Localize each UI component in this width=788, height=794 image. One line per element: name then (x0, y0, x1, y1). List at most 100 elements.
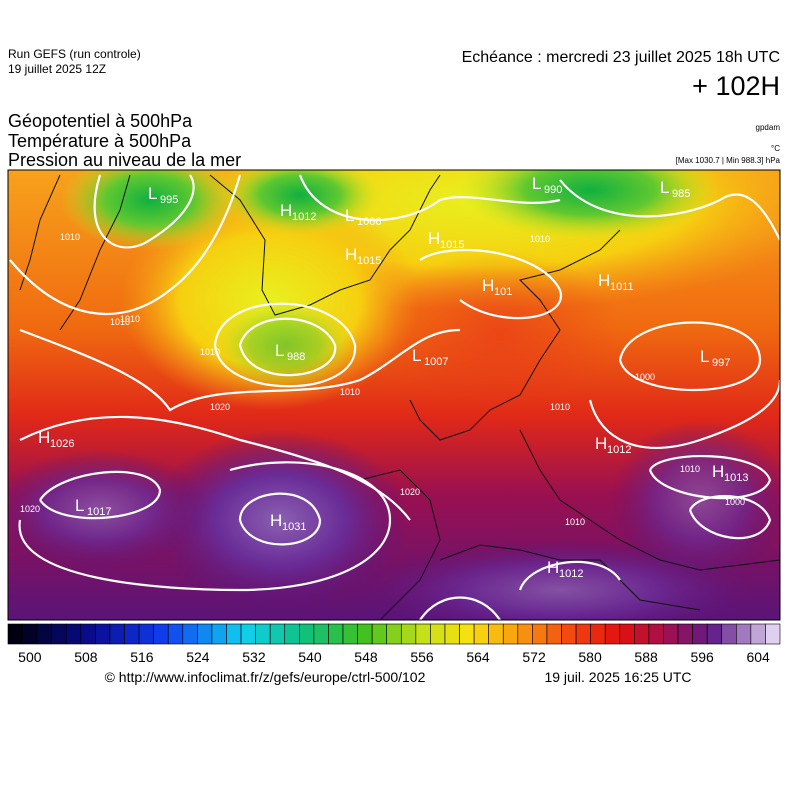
center-letter: L (660, 178, 669, 197)
center-value: 101 (494, 286, 512, 298)
colorbar-cell (473, 623, 489, 645)
hot-zone (610, 420, 780, 580)
colorbar-cell (51, 623, 67, 645)
colorbar-cell (124, 623, 140, 645)
isobar-label: 1010 (530, 234, 550, 244)
colorbar-cell (706, 623, 723, 645)
colorbar-tick-label: 532 (242, 649, 266, 665)
colorbar-cell (692, 623, 708, 645)
hot-zone (150, 430, 410, 610)
center-letter: H (595, 434, 607, 453)
isobar-label: 1010 (550, 402, 570, 412)
colorbar-tick-label: 524 (186, 649, 210, 665)
warm-zone (380, 250, 620, 410)
center-letter: H (712, 462, 724, 481)
colorbar-cell (153, 623, 169, 645)
colorbar-cell (663, 623, 679, 645)
colorbar-cell (517, 623, 533, 645)
center-letter: H (345, 245, 357, 264)
pressure-center: L 1017 (75, 496, 111, 518)
pressure-center: L 990 (532, 174, 562, 196)
colorbar-cell (342, 623, 358, 645)
center-letter: H (547, 558, 559, 577)
source-url: © http://www.infoclimat.fr/z/gefs/europe… (105, 669, 426, 685)
center-value: 1017 (87, 506, 111, 518)
colorbar-cell (750, 623, 766, 645)
center-letter: L (532, 174, 541, 193)
colorbar-cell (80, 623, 96, 645)
isobar-label: 1010 (60, 232, 80, 242)
isobar-label: 1010 (110, 317, 130, 327)
isobar-label: 1010 (120, 314, 140, 324)
isobar-label: 1020 (400, 487, 420, 497)
center-value: 1031 (282, 521, 306, 533)
colorbar-cell (604, 623, 621, 645)
pressure-center: H 1015 (345, 245, 381, 267)
colorbar-tick-label: 556 (410, 649, 434, 665)
center-letter: H (38, 428, 50, 447)
map-frame (7, 169, 781, 621)
colorbar-cell (619, 623, 635, 645)
colorbar-cell (226, 623, 242, 645)
center-letter: H (428, 229, 440, 248)
pressure-center: H 1013 (712, 462, 748, 484)
colorbar-tick-label: 580 (578, 649, 602, 665)
center-value: 1012 (559, 568, 583, 580)
colorbar-cell (444, 623, 460, 645)
colorbar-cell (22, 623, 38, 645)
pressure-center: H 1026 (38, 428, 74, 450)
pressure-center: L 1007 (412, 346, 448, 368)
colorbar-cell (328, 623, 344, 645)
colorbar-cell (284, 623, 300, 645)
colorbar-cell (677, 623, 693, 645)
pressure-center: H 1012 (547, 558, 583, 580)
title-line: Géopotentiel à 500hPa (8, 111, 193, 131)
isobar-label: 1020 (210, 402, 230, 412)
hot-zone (8, 450, 210, 570)
colorbar-tick-label: 588 (634, 649, 658, 665)
pressure-center: L 1006 (345, 206, 381, 228)
pressure-center: H 1015 (428, 229, 464, 251)
colorbar-tick-label: 500 (18, 649, 42, 665)
valid-time: Echéance : mercredi 23 juillet 2025 18h … (462, 49, 780, 66)
center-value: 1015 (357, 255, 381, 267)
center-letter: L (700, 347, 709, 366)
isobar-label: 1010 (680, 464, 700, 474)
center-value: 990 (544, 184, 562, 196)
pressure-center: L 995 (148, 184, 178, 206)
colorbar-cell (269, 623, 286, 645)
center-value: 1026 (50, 438, 74, 450)
colorbar-tick-label: 564 (466, 649, 490, 665)
colorbar-cell (182, 623, 198, 645)
colorbar-cell (546, 623, 562, 645)
colorbar-cell (721, 623, 737, 645)
cold-zone (220, 170, 380, 235)
pressure-center: H 1012 (280, 201, 316, 223)
coastlines (19, 174, 780, 620)
pressure-center: L 997 (700, 347, 730, 369)
pressure-range: [Max 1030.7 | Min 988.3] hPa (676, 156, 781, 165)
colorbar-tick-label: 548 (354, 649, 378, 665)
colorbar-tick-label: 596 (690, 649, 714, 665)
isobar-label: 1000 (635, 372, 655, 382)
run-date: 19 juillet 2025 12Z (8, 62, 106, 76)
colorbar-cell (488, 623, 504, 645)
unit-temp: °C (771, 144, 780, 153)
colorbar-cell (255, 623, 271, 645)
pressure-center: H 1011 (598, 271, 634, 293)
center-value: 1011 (610, 281, 634, 293)
center-letter: H (280, 201, 292, 220)
colorbar-cell (109, 623, 125, 645)
colorbar-cell (575, 623, 591, 645)
colorbar-tick-label: 604 (746, 649, 770, 665)
center-value: 997 (712, 357, 730, 369)
colorbar-tick-label: 516 (130, 649, 154, 665)
colorbar-cell (590, 623, 606, 645)
center-letter: L (148, 184, 157, 203)
center-value: 1012 (292, 211, 316, 223)
title-line: Pression au niveau de la mer (8, 150, 241, 170)
colorbar-cell (648, 623, 664, 645)
center-letter: L (275, 341, 284, 360)
colorbar-cell (561, 623, 577, 645)
